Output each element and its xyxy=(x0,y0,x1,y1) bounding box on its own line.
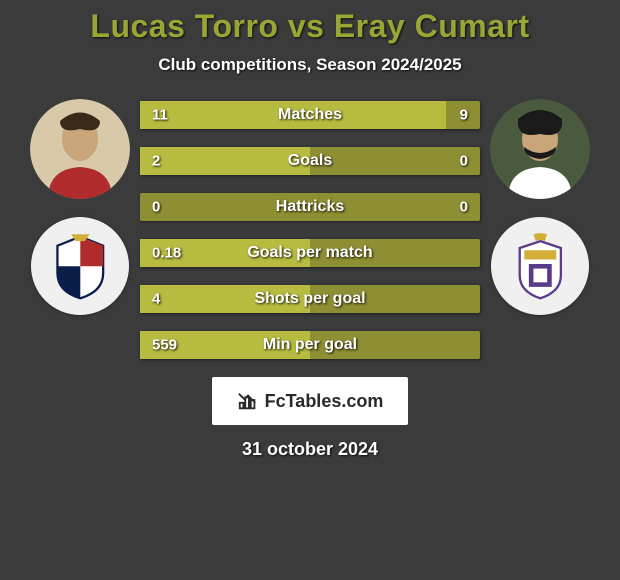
title-vs: vs xyxy=(288,8,325,44)
stat-value-right: 0 xyxy=(460,199,468,216)
stat-label: Shots per goal xyxy=(254,290,365,308)
page-title: Lucas Torro vs Eray Cumart xyxy=(0,8,620,45)
stat-bar: 11 9 Matches xyxy=(140,101,480,129)
stats-bars: 11 9 Matches 2 0 Goals 0 0 Hattricks 0.18 Goals pe… xyxy=(140,99,480,359)
left-column xyxy=(20,99,140,315)
stat-label: Matches xyxy=(278,106,342,124)
stat-value-left: 0 xyxy=(152,199,160,216)
stat-label: Goals xyxy=(288,152,332,170)
person-icon xyxy=(490,99,590,199)
bar-left-fill xyxy=(140,147,310,175)
stat-label: Min per goal xyxy=(263,336,357,354)
compare-area: 11 9 Matches 2 0 Goals 0 0 Hattricks 0.18 Goals pe… xyxy=(0,99,620,359)
stat-label: Hattricks xyxy=(276,198,344,216)
person-icon xyxy=(30,99,130,199)
club-left-badge xyxy=(31,217,129,315)
stat-value-right: 0 xyxy=(460,153,468,170)
chart-icon xyxy=(237,390,259,412)
source-logo-text: FcTables.com xyxy=(265,391,384,412)
stat-value-left: 2 xyxy=(152,153,160,170)
stat-bar: 0.18 Goals per match xyxy=(140,239,480,267)
stat-bar: 0 0 Hattricks xyxy=(140,193,480,221)
shield-icon xyxy=(46,232,115,301)
stat-value-left: 4 xyxy=(152,291,160,308)
player-left-avatar xyxy=(30,99,130,199)
player-right-avatar xyxy=(490,99,590,199)
shield-icon xyxy=(506,232,575,301)
title-player2: Eray Cumart xyxy=(334,8,530,44)
title-player1: Lucas Torro xyxy=(90,8,278,44)
stat-bar: 559 Min per goal xyxy=(140,331,480,359)
right-column xyxy=(480,99,600,315)
comparison-card: Lucas Torro vs Eray Cumart Club competit… xyxy=(0,0,620,580)
stat-value-left: 0.18 xyxy=(152,245,181,262)
stat-value-left: 11 xyxy=(152,107,168,124)
subtitle: Club competitions, Season 2024/2025 xyxy=(0,55,620,75)
club-right-badge xyxy=(491,217,589,315)
stat-bar: 2 0 Goals xyxy=(140,147,480,175)
source-logo: FcTables.com xyxy=(212,377,408,425)
stat-label: Goals per match xyxy=(247,244,372,262)
stat-value-left: 559 xyxy=(152,337,177,354)
stat-value-right: 9 xyxy=(460,107,468,124)
stat-bar: 4 Shots per goal xyxy=(140,285,480,313)
date: 31 october 2024 xyxy=(0,439,620,460)
